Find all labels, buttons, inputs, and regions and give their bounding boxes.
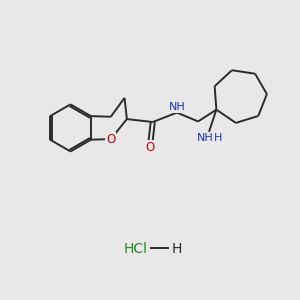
Text: HCl: HCl bbox=[123, 242, 147, 256]
Text: H: H bbox=[172, 242, 182, 256]
Text: O: O bbox=[106, 133, 116, 146]
Text: H: H bbox=[214, 133, 223, 143]
Text: NH: NH bbox=[197, 133, 214, 143]
Text: NH: NH bbox=[169, 102, 186, 112]
Text: O: O bbox=[145, 141, 154, 154]
